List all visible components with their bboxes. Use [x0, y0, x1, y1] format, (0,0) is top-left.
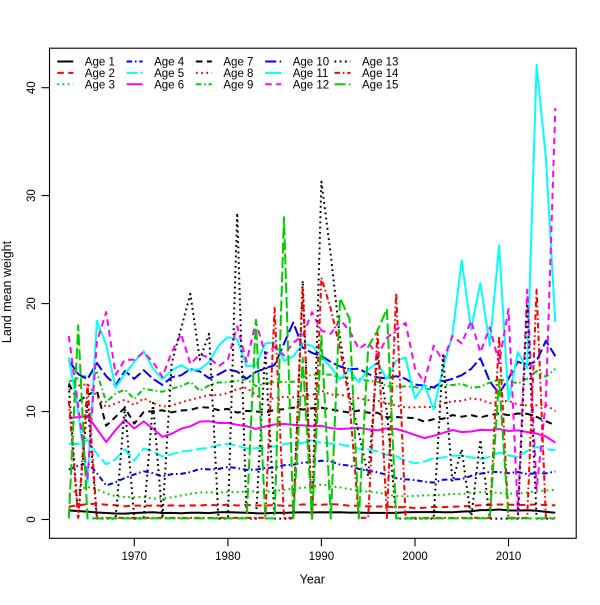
- svg-text:Age 2: Age 2: [85, 68, 115, 80]
- svg-text:Age 12: Age 12: [293, 80, 329, 92]
- svg-text:Age 8: Age 8: [223, 68, 253, 80]
- svg-text:Land mean weight: Land mean weight: [0, 240, 14, 343]
- svg-text:0: 0: [26, 516, 38, 522]
- svg-text:Age 10: Age 10: [293, 57, 329, 69]
- svg-text:2000: 2000: [402, 551, 428, 563]
- svg-text:Age 13: Age 13: [362, 57, 398, 69]
- svg-text:20: 20: [26, 297, 38, 310]
- svg-text:40: 40: [26, 81, 38, 94]
- svg-text:Age 3: Age 3: [85, 80, 115, 92]
- svg-text:1980: 1980: [215, 551, 241, 563]
- svg-text:Age 14: Age 14: [362, 68, 399, 80]
- svg-text:Year: Year: [300, 572, 325, 586]
- svg-text:1990: 1990: [309, 551, 335, 563]
- svg-text:2010: 2010: [496, 551, 522, 563]
- svg-text:Age 5: Age 5: [154, 68, 184, 80]
- svg-text:10: 10: [26, 405, 38, 418]
- svg-text:Age 9: Age 9: [223, 80, 253, 92]
- svg-text:Age 11: Age 11: [293, 68, 329, 80]
- svg-text:Age 7: Age 7: [223, 57, 253, 69]
- svg-text:1970: 1970: [122, 551, 148, 563]
- svg-text:Age 15: Age 15: [362, 80, 398, 92]
- svg-text:Age 6: Age 6: [154, 80, 184, 92]
- svg-text:Age 4: Age 4: [154, 57, 185, 69]
- svg-text:Age 1: Age 1: [85, 57, 115, 69]
- svg-text:30: 30: [26, 189, 38, 202]
